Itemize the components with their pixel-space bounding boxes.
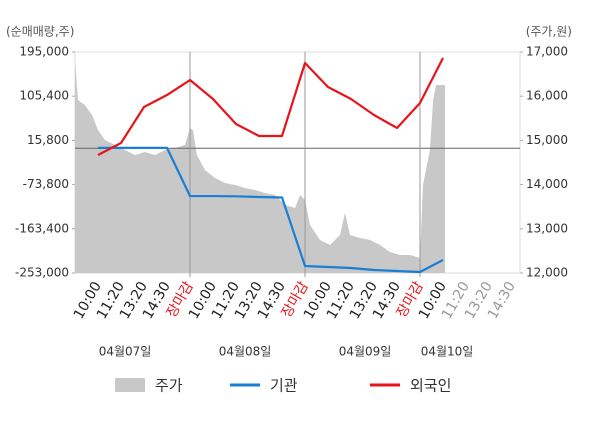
y-axis-label: (순매매량,주) xyxy=(6,25,74,39)
series-line xyxy=(98,146,444,274)
date-label: 04월08일 xyxy=(219,345,272,359)
y2-tick-label: 17,000 xyxy=(526,45,568,59)
y-tick-label: -253,000 xyxy=(15,266,69,280)
y2-axis-label: (주가,원) xyxy=(526,25,572,39)
date-label: 04월07일 xyxy=(99,345,152,359)
legend-item: 외국인 xyxy=(370,377,451,395)
y-tick-label: 195,000 xyxy=(19,45,69,59)
date-label: 04월10일 xyxy=(421,345,474,359)
legend-label: 외국인 xyxy=(410,377,451,395)
legend-label: 주가 xyxy=(155,377,183,395)
y2-tick-label: 12,000 xyxy=(526,266,568,280)
legend-swatch xyxy=(115,378,145,392)
legend-item: 주가 xyxy=(115,377,183,395)
y-tick-label: -73,800 xyxy=(23,177,69,191)
legend-label: 기관 xyxy=(270,377,298,395)
y-tick-label: 105,400 xyxy=(19,89,69,103)
y2-tick-label: 15,000 xyxy=(526,133,568,147)
y2-tick-label: 13,000 xyxy=(526,221,568,235)
legend-item: 기관 xyxy=(230,377,298,395)
date-label: 04월09일 xyxy=(339,345,392,359)
series-line xyxy=(97,57,444,156)
y2-tick-label: 14,000 xyxy=(526,177,568,191)
price-area xyxy=(75,60,446,273)
y-tick-label: -163,400 xyxy=(15,221,69,235)
y-tick-label: 15,800 xyxy=(27,133,69,147)
y2-tick-label: 16,000 xyxy=(526,89,568,103)
